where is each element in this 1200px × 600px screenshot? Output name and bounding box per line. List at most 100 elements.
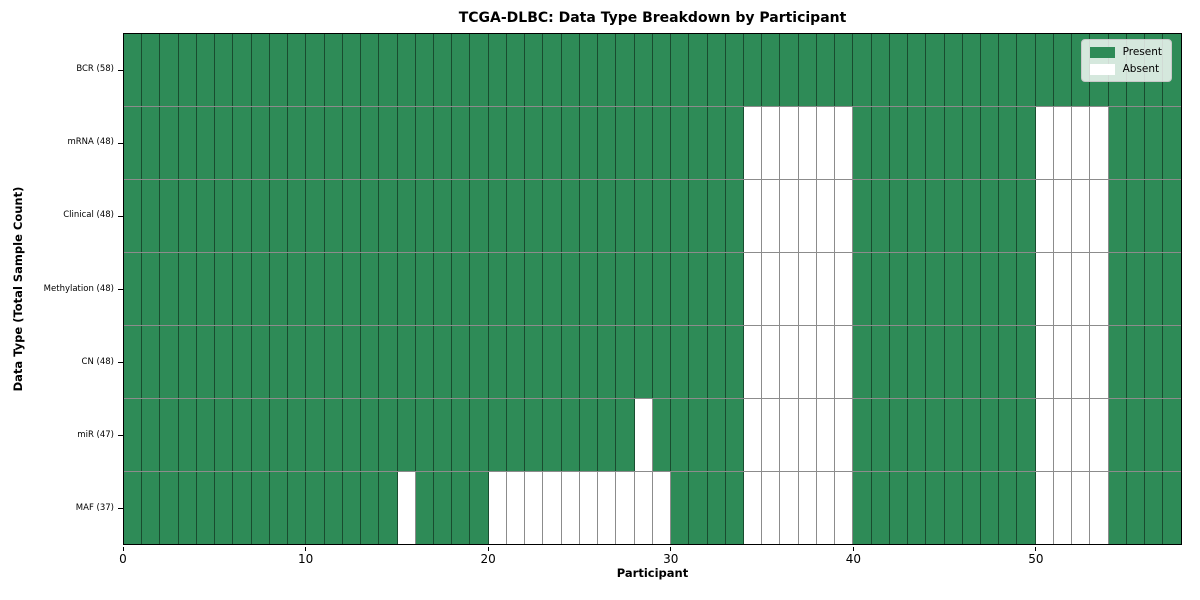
heatmap-cell-Methylation-46 [962,253,982,325]
legend-swatch-present [1089,46,1115,58]
heatmap-cell-miR-15 [397,399,416,471]
heatmap-cell-CN-9 [288,326,307,398]
heatmap-cell-CN-56 [1145,326,1164,398]
heatmap-cell-Methylation-13 [361,253,380,325]
heatmap-cell-CN-17 [433,326,453,398]
heatmap-cell-MAF-41 [871,472,890,544]
heatmap-cell-Methylation-30 [671,253,690,325]
heatmap-cell-miR-17 [433,399,453,471]
heatmap-cell-MAF-49 [1017,472,1036,544]
heatmap-cell-mRNA-45 [944,107,963,179]
heatmap-cell-BCR-42 [889,34,909,106]
heatmap-cell-MAF-33 [725,472,744,544]
y-tick-mark-MAF [118,508,123,510]
heatmap-cell-mRNA-0 [124,107,143,179]
heatmap-cell-MAF-48 [999,472,1018,544]
heatmap-cell-Clinical-4 [196,180,216,252]
heatmap-cell-mRNA-30 [671,107,690,179]
heatmap-cell-CN-4 [196,326,216,398]
heatmap-cell-Clinical-12 [342,180,362,252]
heatmap-cell-Methylation-44 [926,253,945,325]
heatmap-cell-BCR-14 [379,34,398,106]
heatmap-cell-Clinical-57 [1163,180,1181,252]
chart-title: TCGA-DLBC: Data Type Breakdown by Partic… [458,10,847,26]
heatmap-cell-Methylation-52 [1072,253,1091,325]
heatmap-cell-CN-23 [543,326,562,398]
heatmap-cell-MAF-10 [306,472,325,544]
heatmap-cell-MAF-37 [798,472,817,544]
x-axis-label: Participant [616,566,689,580]
legend-item-absent: Absent [1089,63,1162,75]
heatmap-cell-CN-52 [1072,326,1091,398]
heatmap-cell-CN-2 [160,326,179,398]
heatmap-cell-MAF-56 [1145,472,1164,544]
heatmap-cell-miR-56 [1145,399,1164,471]
heatmap-cell-mRNA-22 [525,107,544,179]
heatmap-cell-CN-1 [142,326,161,398]
heatmap-cell-Clinical-24 [561,180,580,252]
x-tick-mark-50 [1035,546,1037,551]
heatmap-cell-miR-44 [926,399,945,471]
legend-swatch-absent [1089,63,1115,75]
heatmap-cell-mRNA-43 [908,107,927,179]
heatmap-cell-Clinical-6 [233,180,252,252]
heatmap-cell-CN-20 [488,326,507,398]
heatmap-cell-MAF-14 [379,472,398,544]
heatmap-cell-CN-13 [361,326,380,398]
y-tick-label-mRNA: mRNA (48) [67,137,114,148]
heatmap-cell-CN-16 [415,326,434,398]
heatmap-cell-miR-4 [196,399,216,471]
heatmap-cell-Methylation-50 [1035,253,1054,325]
heatmap-cell-Clinical-21 [506,180,526,252]
heatmap-cell-miR-25 [579,399,599,471]
heatmap-cell-BCR-25 [579,34,599,106]
heatmap-cell-MAF-17 [433,472,453,544]
heatmap-cell-CN-31 [689,326,708,398]
heatmap-cell-CN-46 [962,326,982,398]
heatmap-cell-BCR-1 [142,34,161,106]
heatmap-cell-Clinical-41 [871,180,890,252]
heatmap-cell-miR-23 [543,399,562,471]
heatmap-cell-mRNA-11 [324,107,343,179]
heatmap-cell-miR-30 [671,399,690,471]
heatmap-cell-Clinical-9 [288,180,307,252]
heatmap-cell-mRNA-8 [269,107,289,179]
heatmap-cell-BCR-19 [470,34,489,106]
heatmap-cell-CN-21 [506,326,526,398]
heatmap-cell-MAF-4 [196,472,216,544]
heatmap-cell-mRNA-14 [379,107,398,179]
y-tick-mark-Methylation [118,289,123,290]
heatmap-cell-CN-15 [397,326,416,398]
heatmap-cell-CN-38 [816,326,836,398]
heatmap-cell-Methylation-4 [196,253,216,325]
heatmap-cell-BCR-47 [981,34,1000,106]
heatmap-cell-mRNA-57 [1163,107,1181,179]
heatmap-cell-CN-19 [470,326,489,398]
heatmap-cell-BCR-24 [561,34,580,106]
heatmap-cell-CN-14 [379,326,398,398]
heatmap-cell-BCR-13 [361,34,380,106]
heatmap-cell-miR-21 [506,399,526,471]
heatmap-cell-Clinical-13 [361,180,380,252]
heatmap-cell-miR-36 [780,399,799,471]
heatmap-cell-Methylation-12 [342,253,362,325]
heatmap-cell-mRNA-18 [452,107,471,179]
heatmap-cell-MAF-39 [835,472,854,544]
heatmap-cell-BCR-46 [962,34,982,106]
heatmap-cell-CN-54 [1108,326,1127,398]
heatmap-cell-Methylation-2 [160,253,179,325]
heatmap-cell-miR-12 [342,399,362,471]
heatmap-cell-BCR-21 [506,34,526,106]
heatmap-row-miR [124,399,1181,472]
heatmap-cell-Methylation-25 [579,253,599,325]
heatmap-cell-mRNA-21 [506,107,526,179]
heatmap-cell-Clinical-36 [780,180,799,252]
heatmap-cell-BCR-36 [780,34,799,106]
heatmap-cell-BCR-51 [1053,34,1073,106]
heatmap-cell-mRNA-55 [1126,107,1146,179]
heatmap-cell-Clinical-10 [306,180,325,252]
heatmap-cell-BCR-34 [743,34,763,106]
heatmap-cell-CN-39 [835,326,854,398]
heatmap-cell-Clinical-55 [1126,180,1146,252]
heatmap-cell-miR-5 [215,399,234,471]
